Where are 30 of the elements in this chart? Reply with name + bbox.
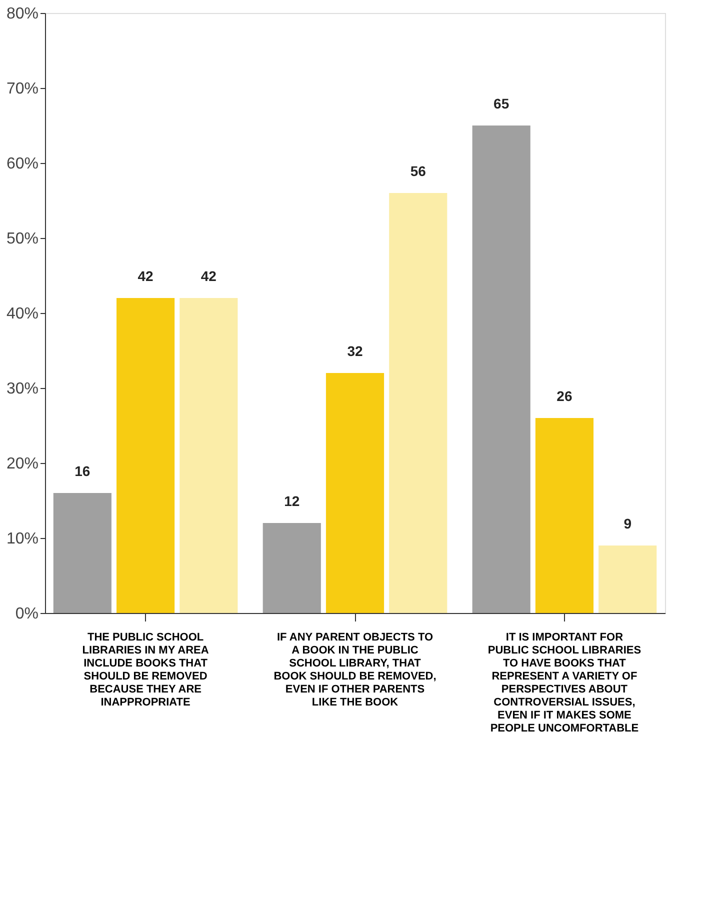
x-tick-label: THE PUBLIC SCHOOL LIBRARIES IN MY AREA INCLUDE BOOKS THAT SHOULD BE REMOVED BECAUSE THEY ARE INAPPROPRIATE <box>82 632 209 708</box>
x-tick-label: IT IS IMPORTANT FOR PUBLIC SCHOOL LIBRARIES TO HAVE BOOKS THAT REPRESENT A VARIETY OF PERSPECTIVES ABOUT CONTROVERSIAL ISSUES, EVEN IF IT MAKES SOME PEOPLE UNCOMFORTABLE <box>488 632 642 734</box>
y-tick-label: 60% <box>6 156 38 172</box>
bar <box>598 546 657 613</box>
bar <box>472 126 530 613</box>
bar <box>180 298 238 613</box>
data-label: 9 <box>624 516 632 532</box>
y-tick-label: 30% <box>6 380 38 398</box>
bar <box>535 418 594 613</box>
data-label: 16 <box>74 463 90 479</box>
data-label: 42 <box>200 268 217 284</box>
y-tick-label: 40% <box>6 306 38 322</box>
bar <box>116 298 175 613</box>
y-tick-label: 20% <box>6 456 38 472</box>
y-tick-label: 10% <box>6 530 38 548</box>
bar <box>53 493 112 613</box>
bar <box>262 523 321 613</box>
y-tick-label: 0% <box>15 606 38 622</box>
y-tick-label: 50% <box>6 230 38 248</box>
data-label: 65 <box>494 96 510 112</box>
data-label: 42 <box>138 268 154 284</box>
y-tick-label: 80% <box>6 6 38 22</box>
data-label: 32 <box>347 343 363 359</box>
data-label: 12 <box>284 493 300 509</box>
bar <box>389 193 448 613</box>
bar <box>326 373 384 613</box>
data-label: 26 <box>556 388 572 404</box>
y-tick-label: 70% <box>6 80 38 98</box>
data-label: 56 <box>410 163 426 179</box>
x-tick-label: IF ANY PARENT OBJECTS TO A BOOK IN THE PUBLIC SCHOOL LIBRARY, THAT BOOK SHOULD BE REMOVED, EVEN IF OTHER PARENTS LIKE THE BOOK <box>274 632 436 708</box>
